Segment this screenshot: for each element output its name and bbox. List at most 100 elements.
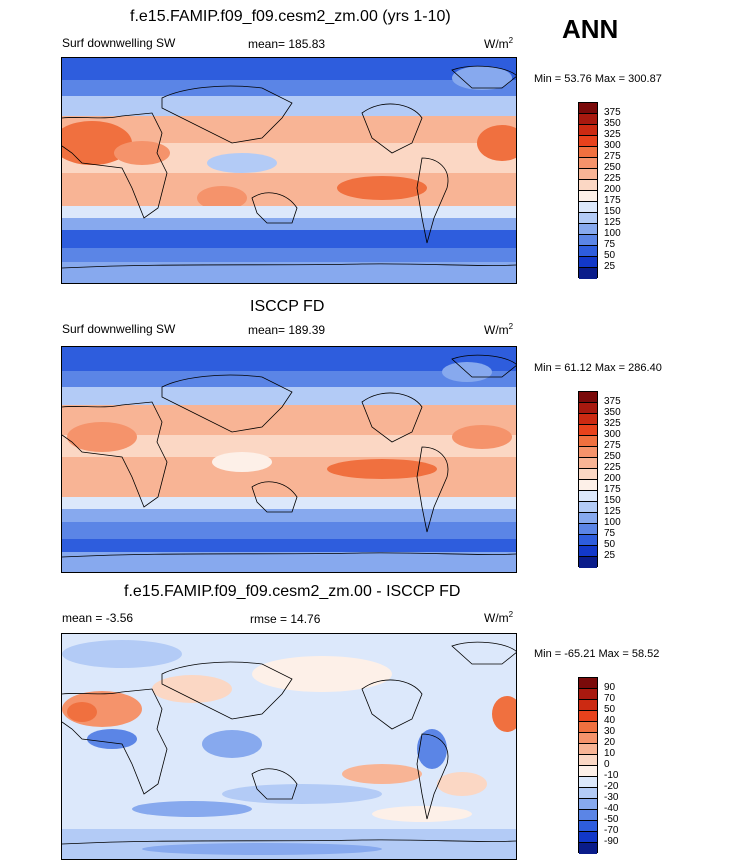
colorbar-segment	[579, 114, 597, 125]
season-label: ANN	[562, 14, 619, 44]
colorbar-segment	[579, 392, 597, 403]
panel2-map	[61, 346, 517, 573]
colorbar-tick-label: 125	[604, 217, 621, 228]
panel2-title: ISCCP FD	[250, 298, 325, 315]
colorbar-tick-label: 250	[604, 162, 621, 173]
colorbar-tick-label: 10	[604, 748, 616, 759]
colorbar-segment	[579, 502, 597, 513]
colorbar-segment	[579, 180, 597, 191]
colorbar-segment	[579, 202, 597, 213]
colorbar-segment	[579, 821, 597, 832]
colorbar-segment	[579, 147, 597, 158]
colorbar-segment	[579, 414, 597, 425]
colorbar-segment	[579, 733, 597, 744]
colorbar-segment	[579, 810, 597, 821]
colorbar-segment	[579, 425, 597, 436]
colorbar-tick-label: 300	[604, 429, 621, 440]
colorbar-segment	[579, 103, 597, 114]
colorbar-segment	[579, 158, 597, 169]
colorbar-segment	[579, 766, 597, 777]
colorbar-tick-label: -90	[604, 836, 619, 847]
panel3-map	[61, 633, 517, 860]
panel3-units: W/m2	[484, 610, 514, 625]
colorbar-segment	[579, 257, 597, 268]
colorbar-tick-label: 200	[604, 473, 621, 484]
colorbar-segment	[579, 832, 597, 843]
colorbar-tick-label: -70	[604, 825, 619, 836]
colorbar-segment	[579, 700, 597, 711]
colorbar-tick-label: 25	[604, 550, 616, 561]
panel2-variable-label: Surf downwelling SW	[62, 322, 176, 336]
colorbar-tick-label: 0	[604, 759, 610, 770]
colorbar-segment	[579, 125, 597, 136]
colorbar-tick-label: 375	[604, 107, 621, 118]
panel2-mean-label: mean= 189.39	[248, 323, 326, 337]
colorbar-segment	[579, 136, 597, 147]
colorbar-segment	[579, 169, 597, 180]
colorbar-tick-label: 75	[604, 239, 616, 250]
colorbar-segment	[579, 546, 597, 557]
panel1-map-field	[62, 58, 516, 283]
colorbar-tick-label: 325	[604, 129, 621, 140]
colorbar-tick-label: 50	[604, 704, 616, 715]
colorbar-segment	[579, 722, 597, 733]
panel1-map	[61, 57, 517, 284]
colorbar-segment	[579, 491, 597, 502]
colorbar-segment	[579, 403, 597, 414]
colorbar-segment	[579, 799, 597, 810]
colorbar-tick-label: 100	[604, 228, 621, 239]
panel3-mean-label: mean = -3.56	[62, 611, 134, 625]
colorbar-segment	[579, 213, 597, 224]
colorbar-tick-label: 250	[604, 451, 621, 462]
panel2-units: W/m2	[484, 322, 514, 337]
colorbar-segment	[579, 711, 597, 722]
panel3-minmax: Min = -65.21 Max = 58.52	[534, 648, 660, 660]
colorbar-tick-label: 350	[604, 407, 621, 418]
colorbar-segment	[579, 191, 597, 202]
panel1-colorbar-box	[578, 102, 598, 279]
colorbar-tick-label: -10	[604, 770, 619, 781]
colorbar-tick-label: 225	[604, 173, 621, 184]
colorbar-segment	[579, 436, 597, 447]
colorbar-tick-label: 150	[604, 206, 621, 217]
colorbar-tick-label: 150	[604, 495, 621, 506]
colorbar-segment	[579, 788, 597, 799]
colorbar-tick-label: 75	[604, 528, 616, 539]
colorbar-segment	[579, 447, 597, 458]
panel3-colorbar-box	[578, 677, 598, 854]
panel1-minmax: Min = 53.76 Max = 300.87	[534, 73, 662, 85]
colorbar-segment	[579, 458, 597, 469]
colorbar-tick-label: 40	[604, 715, 616, 726]
colorbar-tick-label: 50	[604, 539, 616, 550]
colorbar-segment	[579, 513, 597, 524]
colorbar-tick-label: -40	[604, 803, 619, 814]
colorbar-tick-label: 375	[604, 396, 621, 407]
panel3-rmse-label: rmse = 14.76	[250, 612, 321, 626]
colorbar-tick-label: 30	[604, 726, 616, 737]
panel3-map-field	[62, 634, 516, 859]
colorbar-tick-label: 225	[604, 462, 621, 473]
colorbar-segment	[579, 678, 597, 689]
panel3-title: f.e15.FAMIP.f09_f09.cesm2_zm.00 - ISCCP …	[124, 583, 461, 600]
colorbar-tick-label: 275	[604, 440, 621, 451]
colorbar-tick-label: -20	[604, 781, 619, 792]
colorbar-tick-label: 300	[604, 140, 621, 151]
colorbar-tick-label: -30	[604, 792, 619, 803]
colorbar-segment	[579, 557, 597, 568]
colorbar-tick-label: 20	[604, 737, 616, 748]
colorbar-tick-label: 175	[604, 195, 621, 206]
panel1-units: W/m2	[484, 36, 514, 51]
colorbar-tick-label: 200	[604, 184, 621, 195]
colorbar-tick-label: 25	[604, 261, 616, 272]
colorbar-tick-label: -50	[604, 814, 619, 825]
colorbar-tick-label: 100	[604, 517, 621, 528]
colorbar-tick-label: 50	[604, 250, 616, 261]
colorbar-segment	[579, 268, 597, 279]
colorbar-segment	[579, 524, 597, 535]
colorbar-segment	[579, 755, 597, 766]
colorbar-segment	[579, 480, 597, 491]
colorbar-tick-label: 125	[604, 506, 621, 517]
panel2-map-field	[62, 347, 516, 572]
panel2-colorbar-box	[578, 391, 598, 568]
panel1-mean-label: mean= 185.83	[248, 37, 326, 51]
